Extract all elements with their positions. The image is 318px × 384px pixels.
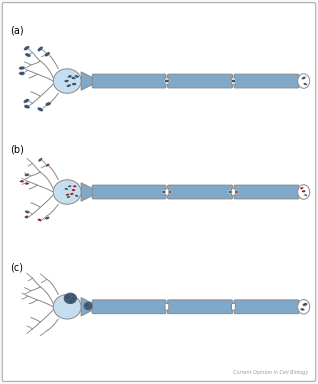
Ellipse shape: [302, 303, 308, 306]
Ellipse shape: [304, 194, 307, 196]
FancyBboxPatch shape: [92, 74, 166, 88]
Ellipse shape: [67, 75, 72, 78]
Ellipse shape: [20, 180, 24, 183]
Ellipse shape: [38, 218, 42, 222]
Ellipse shape: [38, 158, 43, 162]
FancyBboxPatch shape: [165, 189, 169, 195]
FancyBboxPatch shape: [165, 303, 169, 310]
FancyBboxPatch shape: [232, 303, 235, 310]
Ellipse shape: [66, 194, 70, 196]
Polygon shape: [81, 72, 93, 90]
FancyBboxPatch shape: [234, 185, 299, 199]
Ellipse shape: [73, 185, 77, 187]
Ellipse shape: [67, 299, 73, 303]
Text: (a): (a): [10, 26, 24, 36]
Ellipse shape: [72, 189, 76, 191]
Ellipse shape: [25, 210, 30, 214]
FancyBboxPatch shape: [232, 189, 235, 195]
Ellipse shape: [25, 53, 31, 57]
Ellipse shape: [45, 216, 50, 220]
Ellipse shape: [24, 215, 29, 218]
Ellipse shape: [300, 308, 305, 311]
Ellipse shape: [72, 83, 77, 86]
Ellipse shape: [68, 185, 72, 187]
Ellipse shape: [25, 182, 29, 185]
FancyBboxPatch shape: [165, 78, 169, 84]
Ellipse shape: [64, 294, 71, 300]
FancyBboxPatch shape: [234, 74, 299, 88]
FancyBboxPatch shape: [92, 300, 166, 314]
Ellipse shape: [45, 164, 50, 167]
Polygon shape: [81, 183, 93, 201]
Polygon shape: [81, 298, 93, 316]
Ellipse shape: [298, 300, 310, 314]
Text: Current Opinion in Cell Biology: Current Opinion in Cell Biology: [232, 370, 308, 375]
Ellipse shape: [53, 69, 81, 93]
Ellipse shape: [74, 75, 79, 78]
Ellipse shape: [19, 71, 25, 75]
Ellipse shape: [53, 295, 81, 319]
Ellipse shape: [23, 99, 29, 103]
Ellipse shape: [300, 187, 304, 189]
FancyBboxPatch shape: [168, 185, 232, 199]
FancyBboxPatch shape: [92, 185, 166, 199]
Ellipse shape: [38, 46, 43, 51]
Ellipse shape: [64, 293, 77, 304]
Ellipse shape: [302, 190, 306, 192]
Ellipse shape: [24, 173, 30, 176]
Ellipse shape: [303, 83, 307, 86]
Ellipse shape: [64, 188, 68, 190]
Ellipse shape: [45, 102, 51, 106]
Ellipse shape: [162, 191, 166, 193]
Ellipse shape: [84, 302, 93, 310]
Ellipse shape: [19, 66, 25, 70]
Ellipse shape: [71, 76, 76, 79]
Ellipse shape: [298, 185, 310, 199]
Ellipse shape: [64, 79, 69, 83]
Ellipse shape: [24, 46, 30, 51]
Ellipse shape: [84, 303, 89, 308]
Ellipse shape: [298, 74, 310, 88]
Ellipse shape: [44, 52, 50, 56]
FancyBboxPatch shape: [168, 300, 232, 314]
Ellipse shape: [168, 191, 172, 193]
Ellipse shape: [37, 107, 43, 112]
FancyBboxPatch shape: [232, 78, 235, 84]
Ellipse shape: [66, 195, 71, 199]
Ellipse shape: [70, 193, 74, 195]
Text: (b): (b): [10, 144, 24, 154]
Ellipse shape: [235, 191, 238, 193]
Ellipse shape: [70, 297, 76, 301]
Ellipse shape: [66, 84, 71, 87]
FancyBboxPatch shape: [168, 74, 232, 88]
Ellipse shape: [231, 79, 236, 83]
Ellipse shape: [164, 79, 169, 83]
Ellipse shape: [228, 191, 232, 193]
Ellipse shape: [53, 180, 81, 204]
Ellipse shape: [24, 105, 30, 109]
Text: (c): (c): [10, 263, 23, 273]
Ellipse shape: [75, 195, 79, 197]
FancyBboxPatch shape: [2, 3, 316, 381]
FancyBboxPatch shape: [234, 300, 299, 314]
Ellipse shape: [301, 76, 306, 79]
